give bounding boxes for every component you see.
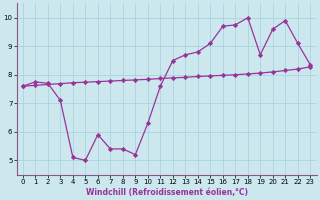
X-axis label: Windchill (Refroidissement éolien,°C): Windchill (Refroidissement éolien,°C) <box>85 188 248 197</box>
